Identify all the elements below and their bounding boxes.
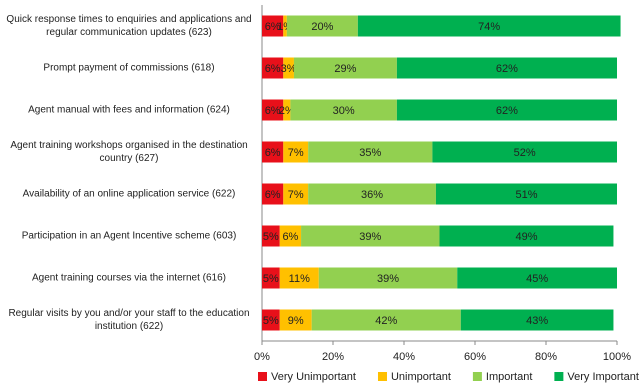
- data-label: 36%: [361, 189, 383, 201]
- x-tick-label: 0%: [254, 351, 270, 363]
- category-label: Prompt payment of commissions (618): [43, 62, 215, 74]
- data-label: 3%: [281, 63, 297, 75]
- bar-segment: [262, 183, 284, 205]
- bar-segment: [435, 183, 617, 205]
- data-label: 39%: [359, 231, 381, 243]
- data-label: 11%: [289, 273, 310, 285]
- data-label: 6%: [265, 147, 281, 159]
- bar-segment: [457, 267, 617, 289]
- bar-segment: [262, 267, 280, 289]
- category-label: Agent training courses via the internet …: [32, 272, 226, 284]
- x-tick-label: 60%: [464, 351, 486, 363]
- data-label: 51%: [515, 189, 537, 201]
- data-label: 62%: [496, 63, 518, 75]
- data-label: 5%: [263, 231, 279, 243]
- category-label: Availability of an online application se…: [22, 188, 236, 200]
- bar-segment: [308, 183, 436, 205]
- category-label: Agent training workshops organised in th…: [10, 140, 248, 164]
- bar-segment: [279, 309, 312, 331]
- category-label: Regular visits by you and/or your staff …: [8, 308, 250, 332]
- bar-segment: [293, 57, 397, 79]
- legend-label: Unimportant: [391, 371, 451, 383]
- data-label: 6%: [265, 21, 281, 33]
- bar-segment: [262, 99, 284, 121]
- bar-segment: [283, 15, 287, 37]
- data-label: 39%: [377, 273, 399, 285]
- data-label: 6%: [282, 231, 298, 243]
- bar-segment: [301, 225, 440, 247]
- data-label: 42%: [375, 315, 397, 327]
- bar-segment: [396, 57, 617, 79]
- bar-segment: [283, 57, 294, 79]
- bar-segment: [283, 141, 309, 163]
- x-tick-label: 80%: [535, 351, 557, 363]
- bar-segment: [432, 141, 617, 163]
- data-label: 5%: [263, 273, 279, 285]
- data-label: 30%: [333, 105, 355, 117]
- legend-label: Very Unimportant: [271, 371, 356, 383]
- data-label: 9%: [288, 315, 304, 327]
- x-tick-label: 100%: [603, 351, 631, 363]
- bar-segment: [318, 267, 458, 289]
- data-label: 43%: [526, 315, 548, 327]
- category-label: Agent manual with fees and information (…: [28, 104, 230, 116]
- bar-segment: [308, 141, 433, 163]
- data-label: 45%: [526, 273, 548, 285]
- legend-swatch: [258, 372, 267, 381]
- bar-segment: [262, 309, 280, 331]
- data-label: 52%: [514, 147, 536, 159]
- bar-segment: [290, 99, 397, 121]
- bar-segment: [396, 99, 617, 121]
- bar-segment: [262, 15, 284, 37]
- x-tick-label: 20%: [322, 351, 344, 363]
- bar-segment: [357, 15, 621, 37]
- data-label: 35%: [359, 147, 381, 159]
- bar-segment: [283, 99, 291, 121]
- data-label: 74%: [478, 21, 500, 33]
- x-tick-label: 40%: [393, 351, 415, 363]
- bar-segment: [262, 57, 284, 79]
- data-label: 5%: [263, 315, 279, 327]
- bar-segment: [262, 141, 284, 163]
- data-label: 7%: [288, 147, 304, 159]
- data-label: 29%: [334, 63, 356, 75]
- bar-segment: [279, 267, 319, 289]
- category-label: Participation in an Agent Incentive sche…: [21, 230, 237, 242]
- data-label: 20%: [311, 21, 333, 33]
- bar-segment: [286, 15, 358, 37]
- data-label: 6%: [265, 105, 281, 117]
- legend-swatch: [554, 372, 564, 381]
- bar-segment: [283, 183, 309, 205]
- bar-segment: [311, 309, 461, 331]
- data-label: 6%: [265, 63, 281, 75]
- legend-swatch: [472, 372, 482, 381]
- bar-segment: [262, 225, 280, 247]
- legend-label: Important: [486, 371, 532, 383]
- data-label: 7%: [288, 189, 304, 201]
- data-label: 49%: [515, 231, 537, 243]
- category-label: Quick response times to enquiries and ap…: [6, 14, 252, 38]
- legend-label: Very Important: [567, 371, 639, 383]
- data-label: 62%: [496, 105, 518, 117]
- bar-segment: [279, 225, 302, 247]
- bar-segment: [439, 225, 614, 247]
- bar-segment: [460, 309, 614, 331]
- legend-swatch: [377, 372, 387, 381]
- data-label: 6%: [265, 189, 281, 201]
